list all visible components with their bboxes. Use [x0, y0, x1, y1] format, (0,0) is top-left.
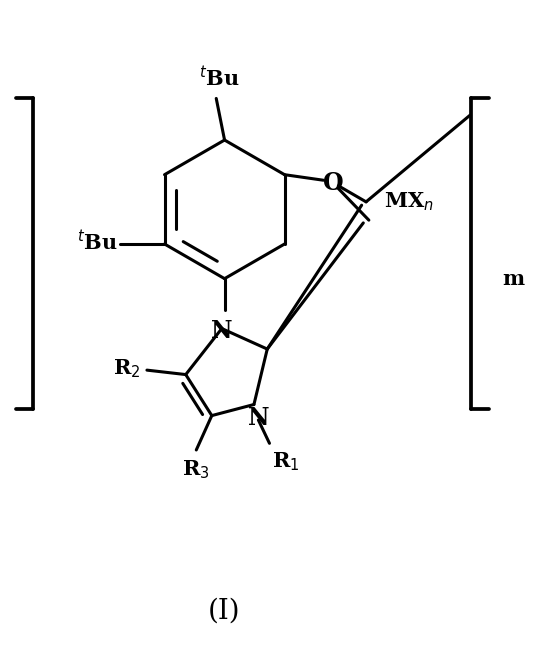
- Text: N: N: [211, 319, 232, 343]
- Text: (Ⅰ): (Ⅰ): [208, 598, 241, 625]
- Text: R$_3$: R$_3$: [183, 459, 210, 481]
- Text: m: m: [502, 269, 524, 289]
- Text: N: N: [248, 406, 269, 430]
- Text: MX$_n$: MX$_n$: [384, 191, 433, 213]
- Text: R$_1$: R$_1$: [272, 450, 299, 473]
- Text: $^t$Bu: $^t$Bu: [199, 65, 239, 90]
- Text: R$_2$: R$_2$: [113, 358, 141, 380]
- Text: $^t$Bu: $^t$Bu: [77, 229, 118, 255]
- Text: O: O: [323, 171, 343, 195]
